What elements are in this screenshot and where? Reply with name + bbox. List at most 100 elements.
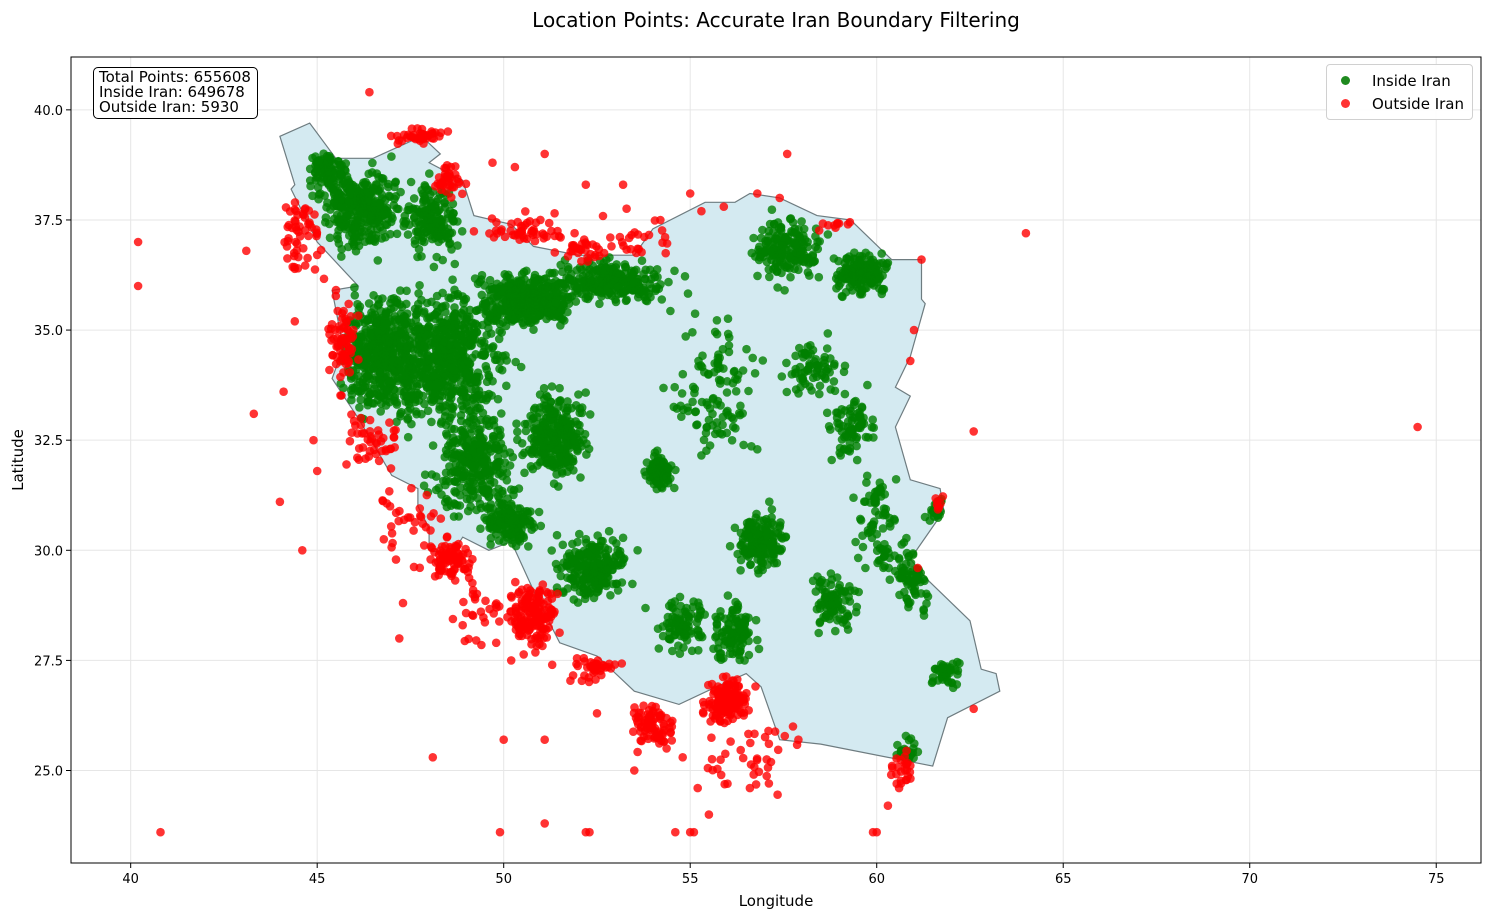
data-point xyxy=(578,271,588,281)
data-point xyxy=(460,430,469,440)
data-point xyxy=(849,493,858,503)
data-point xyxy=(519,518,528,527)
data-point xyxy=(601,549,610,558)
data-point xyxy=(536,521,546,531)
data-point xyxy=(501,351,510,360)
data-point xyxy=(852,455,862,465)
data-point xyxy=(543,589,552,598)
data-point xyxy=(346,386,356,395)
data-point xyxy=(919,611,929,620)
data-point xyxy=(746,560,755,570)
data-point xyxy=(869,517,879,526)
data-point xyxy=(478,408,488,418)
data-point xyxy=(845,425,855,435)
data-point xyxy=(575,529,584,539)
data-point xyxy=(857,417,866,426)
data-point xyxy=(420,307,429,316)
data-point xyxy=(700,610,709,619)
data-point xyxy=(663,476,673,485)
data-point xyxy=(652,282,661,292)
outside-iran-points xyxy=(133,87,1422,837)
data-point xyxy=(867,422,877,432)
data-point xyxy=(698,707,708,717)
data-point xyxy=(353,216,363,226)
data-point xyxy=(500,305,510,315)
data-point xyxy=(886,522,895,531)
data-point xyxy=(631,265,641,275)
data-point xyxy=(448,404,457,414)
data-point xyxy=(712,316,722,325)
inside-iran-points xyxy=(305,149,964,764)
data-point xyxy=(767,505,777,514)
data-point xyxy=(548,430,558,440)
data-point xyxy=(790,241,800,250)
data-point xyxy=(736,566,745,575)
data-point xyxy=(840,389,850,399)
data-point xyxy=(536,627,545,636)
data-point xyxy=(380,348,390,357)
data-point xyxy=(848,286,857,295)
data-point xyxy=(432,252,442,262)
data-point xyxy=(432,219,442,228)
data-point xyxy=(531,418,540,428)
data-point xyxy=(488,313,497,322)
data-point xyxy=(843,269,853,278)
data-point xyxy=(411,315,421,325)
data-point xyxy=(680,272,690,281)
data-point xyxy=(577,408,587,418)
data-point xyxy=(713,353,723,363)
data-point xyxy=(753,635,762,645)
data-point xyxy=(339,383,348,393)
data-point xyxy=(871,487,880,497)
data-point xyxy=(515,629,524,639)
data-point xyxy=(403,230,413,239)
data-point xyxy=(855,251,865,261)
data-point xyxy=(628,579,637,589)
data-point xyxy=(541,429,551,438)
data-point xyxy=(350,283,359,292)
data-point xyxy=(688,328,697,337)
data-point xyxy=(736,401,745,411)
data-point xyxy=(712,329,722,339)
data-point xyxy=(854,423,863,433)
data-point xyxy=(556,571,566,581)
data-point xyxy=(530,270,540,280)
data-point xyxy=(423,406,433,416)
data-point xyxy=(485,523,494,533)
data-point xyxy=(573,445,582,454)
data-point xyxy=(690,388,699,398)
data-point xyxy=(325,233,335,243)
data-point xyxy=(687,646,697,656)
data-point xyxy=(446,468,456,478)
data-point xyxy=(492,355,501,365)
data-point xyxy=(505,461,515,470)
data-point xyxy=(486,508,496,517)
data-point xyxy=(599,258,608,268)
data-point xyxy=(874,510,884,520)
data-point xyxy=(829,609,839,618)
data-point xyxy=(670,382,679,392)
data-point xyxy=(863,526,873,535)
data-point xyxy=(743,548,752,558)
data-point xyxy=(735,410,745,420)
data-point xyxy=(565,292,575,302)
data-point xyxy=(822,408,832,418)
data-point xyxy=(391,177,401,187)
data-point xyxy=(740,656,749,665)
data-point xyxy=(845,582,854,591)
data-point xyxy=(769,520,778,530)
data-point xyxy=(911,590,920,600)
data-point xyxy=(440,370,450,379)
data-point xyxy=(442,429,451,438)
data-point xyxy=(372,224,382,234)
data-point xyxy=(527,434,536,443)
data-point xyxy=(387,152,396,161)
data-point xyxy=(637,256,647,266)
data-point xyxy=(446,293,455,303)
data-point xyxy=(372,326,382,335)
data-point xyxy=(425,169,434,178)
data-point xyxy=(350,291,360,300)
data-point xyxy=(795,343,804,353)
data-point xyxy=(517,525,526,534)
